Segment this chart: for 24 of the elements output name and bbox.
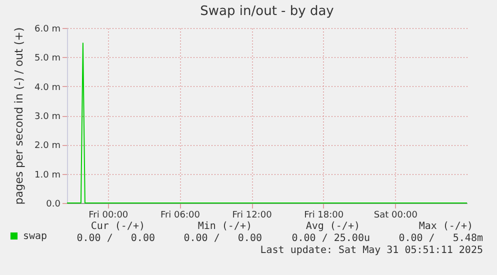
text: 0.00 / 0.00 — [76, 233, 155, 244]
y-tick-label: 3.0 m — [34, 112, 60, 122]
x-tick-label: Fri 00:00 — [88, 210, 128, 220]
y-tick-label: 6.0 m — [34, 24, 60, 34]
x-tick-label: Sat 00:00 — [374, 210, 418, 220]
y-tick-label: 5.0 m — [34, 54, 60, 64]
y-tick-label: 0.0 — [46, 200, 61, 210]
text: Cur (-/+) — [90, 221, 145, 232]
y-tick-label: 1.0 m — [34, 170, 60, 180]
y-tick-label: 4.0 m — [34, 82, 60, 93]
text: Avg (-/+) — [306, 221, 360, 232]
x-tick-label: Fri 12:00 — [232, 210, 272, 220]
text: 0.00 / 5.48m — [398, 233, 483, 244]
text: Min (-/+) — [198, 221, 252, 232]
text: 0.00 / 25.00u — [292, 233, 370, 244]
text: Max (-/+) — [418, 221, 473, 232]
x-tick-label: Fri 18:00 — [304, 210, 344, 220]
text: 0.00 / 0.00 — [184, 233, 262, 244]
y-tick-label: 2.0 m — [34, 141, 60, 152]
text: Last update: Sat May 31 05:51:11 2025 — [260, 245, 483, 256]
legend-label: swap — [23, 231, 48, 242]
y-axis-title: pages per second in (-) / out (+) — [12, 27, 26, 205]
chart-title: Swap in/out - by day — [200, 4, 334, 19]
x-tick-label: Fri 06:00 — [160, 210, 200, 220]
